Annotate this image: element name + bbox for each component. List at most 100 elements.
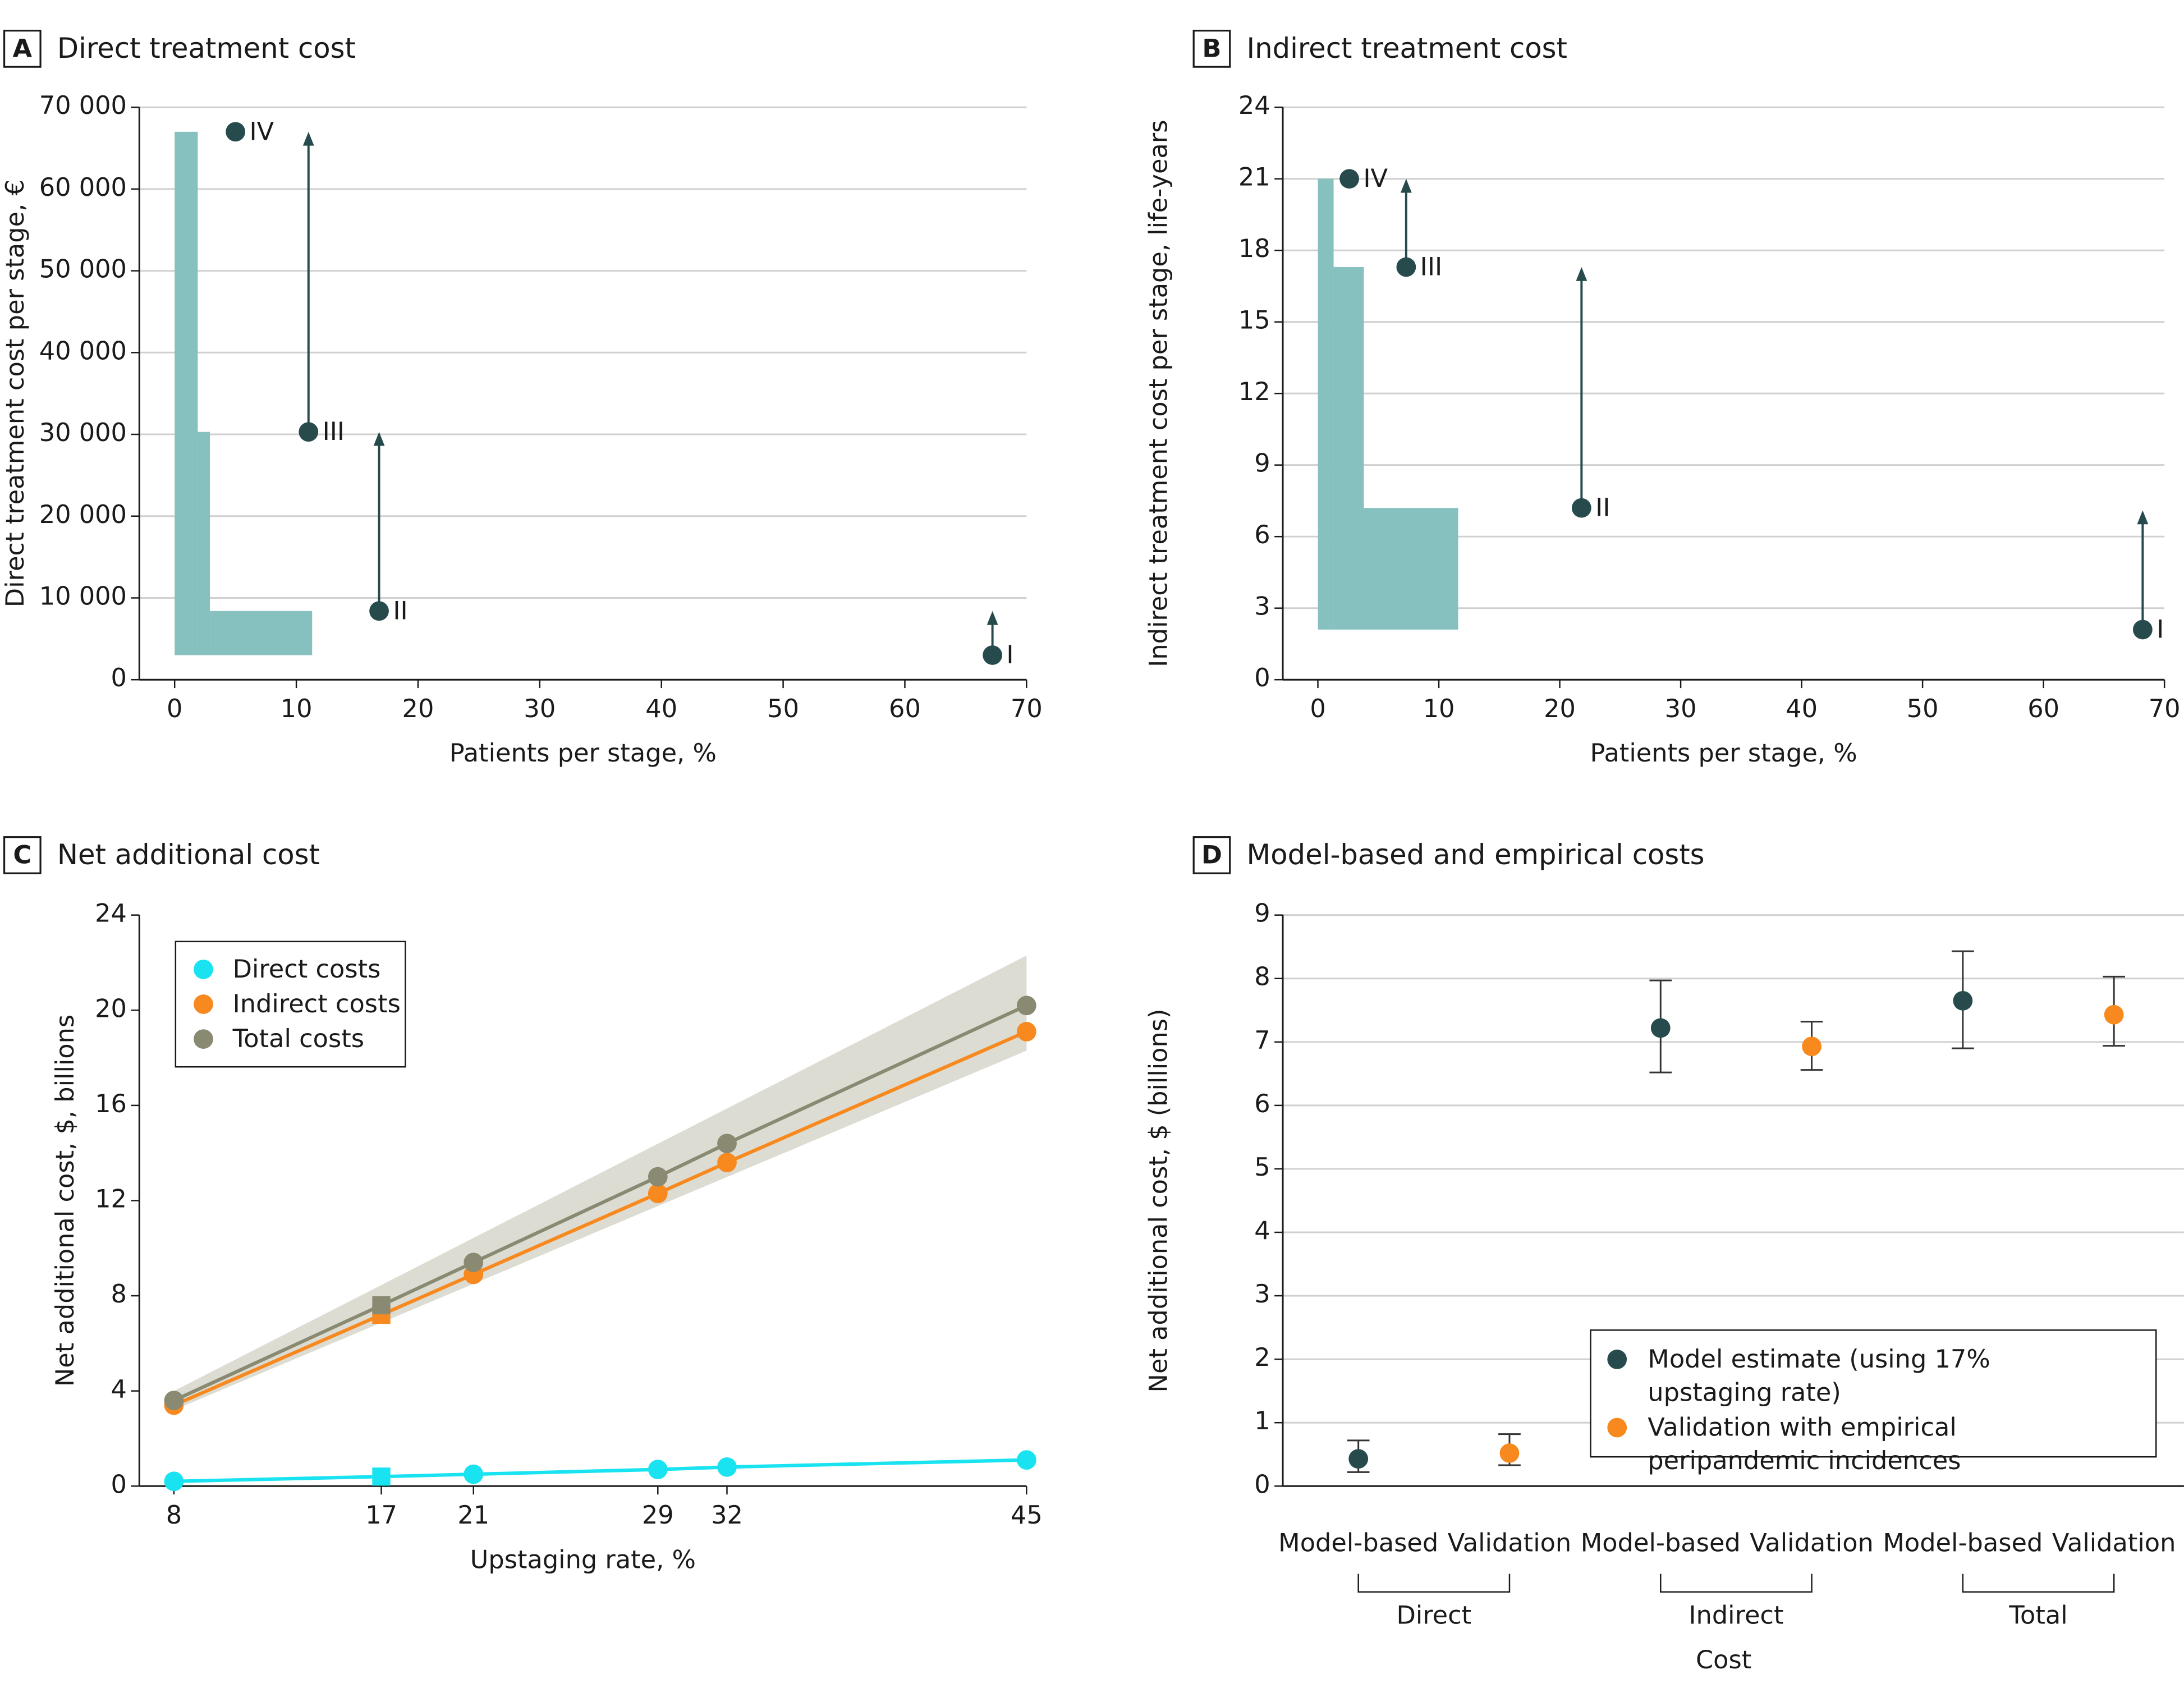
x-tick-label: 70 — [2149, 694, 2181, 723]
legend-marker — [194, 994, 213, 1014]
arrow-head — [1400, 178, 1412, 193]
series-line — [173, 1030, 1027, 1407]
x-tick-label: 17 — [365, 1501, 397, 1530]
legend-label: Direct costs — [233, 955, 381, 984]
x-tick-label: 20 — [402, 694, 434, 723]
x-tick-label: 10 — [281, 694, 313, 723]
y-tick-label: 3 — [1254, 592, 1270, 621]
point-label: I — [2157, 614, 2164, 644]
x-tick-label: Model-based — [1278, 1529, 1438, 1558]
y-tick-label: 8 — [1254, 962, 1270, 992]
y-tick-label: 16 — [95, 1089, 127, 1118]
point — [717, 1134, 737, 1154]
point — [1499, 1443, 1520, 1463]
x-tick-label: 30 — [524, 694, 556, 723]
point-label: III — [1420, 252, 1443, 281]
point — [372, 1467, 391, 1486]
panel-letter: C — [13, 840, 31, 869]
x-axis-label: Patients per stage, % — [449, 738, 717, 768]
x-tick-label: 60 — [2027, 694, 2059, 723]
point — [717, 1153, 737, 1173]
x-tick-label: 30 — [1665, 694, 1697, 723]
point — [717, 1457, 737, 1477]
point — [1396, 257, 1416, 277]
y-tick-label: 0 — [111, 1470, 127, 1499]
x-tick-label: 0 — [1310, 694, 1325, 723]
x-tick-label: Validation — [1448, 1529, 1572, 1558]
y-tick-label: 5 — [1254, 1153, 1270, 1182]
y-axis-label: Net additional cost, $ (billions) — [1144, 1009, 1173, 1393]
y-tick-label: 1 — [1254, 1406, 1270, 1435]
panel-title: Model-based and empirical costs — [1247, 838, 1705, 871]
stage-bar — [1333, 267, 1364, 630]
y-tick-label: 3 — [1254, 1279, 1270, 1309]
point — [1348, 1449, 1369, 1469]
y-tick-label: 0 — [111, 663, 127, 692]
y-tick-label: 20 — [95, 994, 127, 1023]
x-tick-label: 10 — [1423, 694, 1455, 723]
panel-letter-box — [1192, 29, 1231, 68]
y-tick-label: 18 — [1238, 234, 1270, 263]
y-tick-label: 24 — [95, 899, 127, 928]
legend-box — [175, 941, 406, 1068]
legend-label: Model estimate (using 17% upstaging rate) — [1648, 1345, 1990, 1407]
panel-letter: A — [13, 34, 33, 63]
y-tick-label: 60 000 — [39, 173, 127, 202]
point-label: I — [1006, 640, 1013, 669]
x-tick-label: Model-based — [1883, 1529, 2043, 1558]
y-tick-label: 6 — [1254, 520, 1270, 549]
point — [648, 1460, 668, 1479]
point — [1650, 1018, 1671, 1038]
point — [648, 1167, 668, 1187]
group-label: Direct — [1396, 1601, 1471, 1630]
x-tick-label: 32 — [711, 1501, 743, 1530]
x-tick-label: 29 — [642, 1501, 674, 1530]
y-tick-label: 24 — [1238, 91, 1270, 120]
group-label: Total — [2008, 1601, 2067, 1630]
arrow-head — [302, 131, 314, 146]
group-bracket — [1357, 1573, 1511, 1593]
x-tick-label: Model-based — [1581, 1529, 1741, 1558]
point — [372, 1296, 391, 1315]
x-tick-label: 70 — [1011, 694, 1043, 723]
legend-label-line: peripandemic incidences — [1648, 1446, 1961, 1475]
x-tick-label: 50 — [767, 694, 799, 723]
y-tick-label: 10 000 — [39, 581, 127, 611]
point — [164, 1391, 184, 1411]
point — [1016, 1022, 1036, 1042]
stage-bar — [1364, 508, 1458, 630]
panel-letter: D — [1201, 840, 1222, 869]
y-tick-label: 6 — [1254, 1089, 1270, 1118]
point — [1802, 1036, 1821, 1057]
stage-bar — [175, 131, 198, 655]
point — [1339, 169, 1359, 189]
x-tick-label: 20 — [1544, 694, 1576, 723]
arrow-head — [987, 611, 998, 625]
point — [369, 601, 389, 621]
stage-bar — [198, 432, 210, 655]
x-tick-label: 50 — [1907, 694, 1939, 723]
x-tick-label: 21 — [457, 1501, 489, 1530]
y-tick-label: 9 — [1254, 899, 1270, 928]
legend-label-line: upstaging rate) — [1648, 1378, 1841, 1407]
legend-marker — [1607, 1417, 1627, 1438]
panel-title: Indirect treatment cost — [1247, 32, 1567, 65]
y-tick-label: 70 000 — [39, 91, 127, 120]
point-label: IV — [1363, 164, 1388, 193]
y-tick-label: 20 000 — [39, 500, 127, 529]
point — [1571, 498, 1591, 518]
group-bracket — [1660, 1573, 1813, 1593]
panel-letter: B — [1202, 34, 1221, 63]
x-axis-label: Cost — [1696, 1645, 1751, 1675]
legend-label: Indirect costs — [233, 989, 401, 1019]
y-tick-label: 12 — [1238, 377, 1270, 406]
x-tick-label: Validation — [1750, 1529, 1874, 1558]
x-tick-label: 40 — [1786, 694, 1818, 723]
y-tick-label: 21 — [1238, 163, 1270, 192]
y-tick-label: 7 — [1254, 1026, 1270, 1055]
point — [2104, 1004, 2124, 1025]
x-tick-label: 8 — [166, 1501, 182, 1530]
point — [1016, 1450, 1036, 1470]
y-tick-label: 4 — [111, 1375, 127, 1404]
